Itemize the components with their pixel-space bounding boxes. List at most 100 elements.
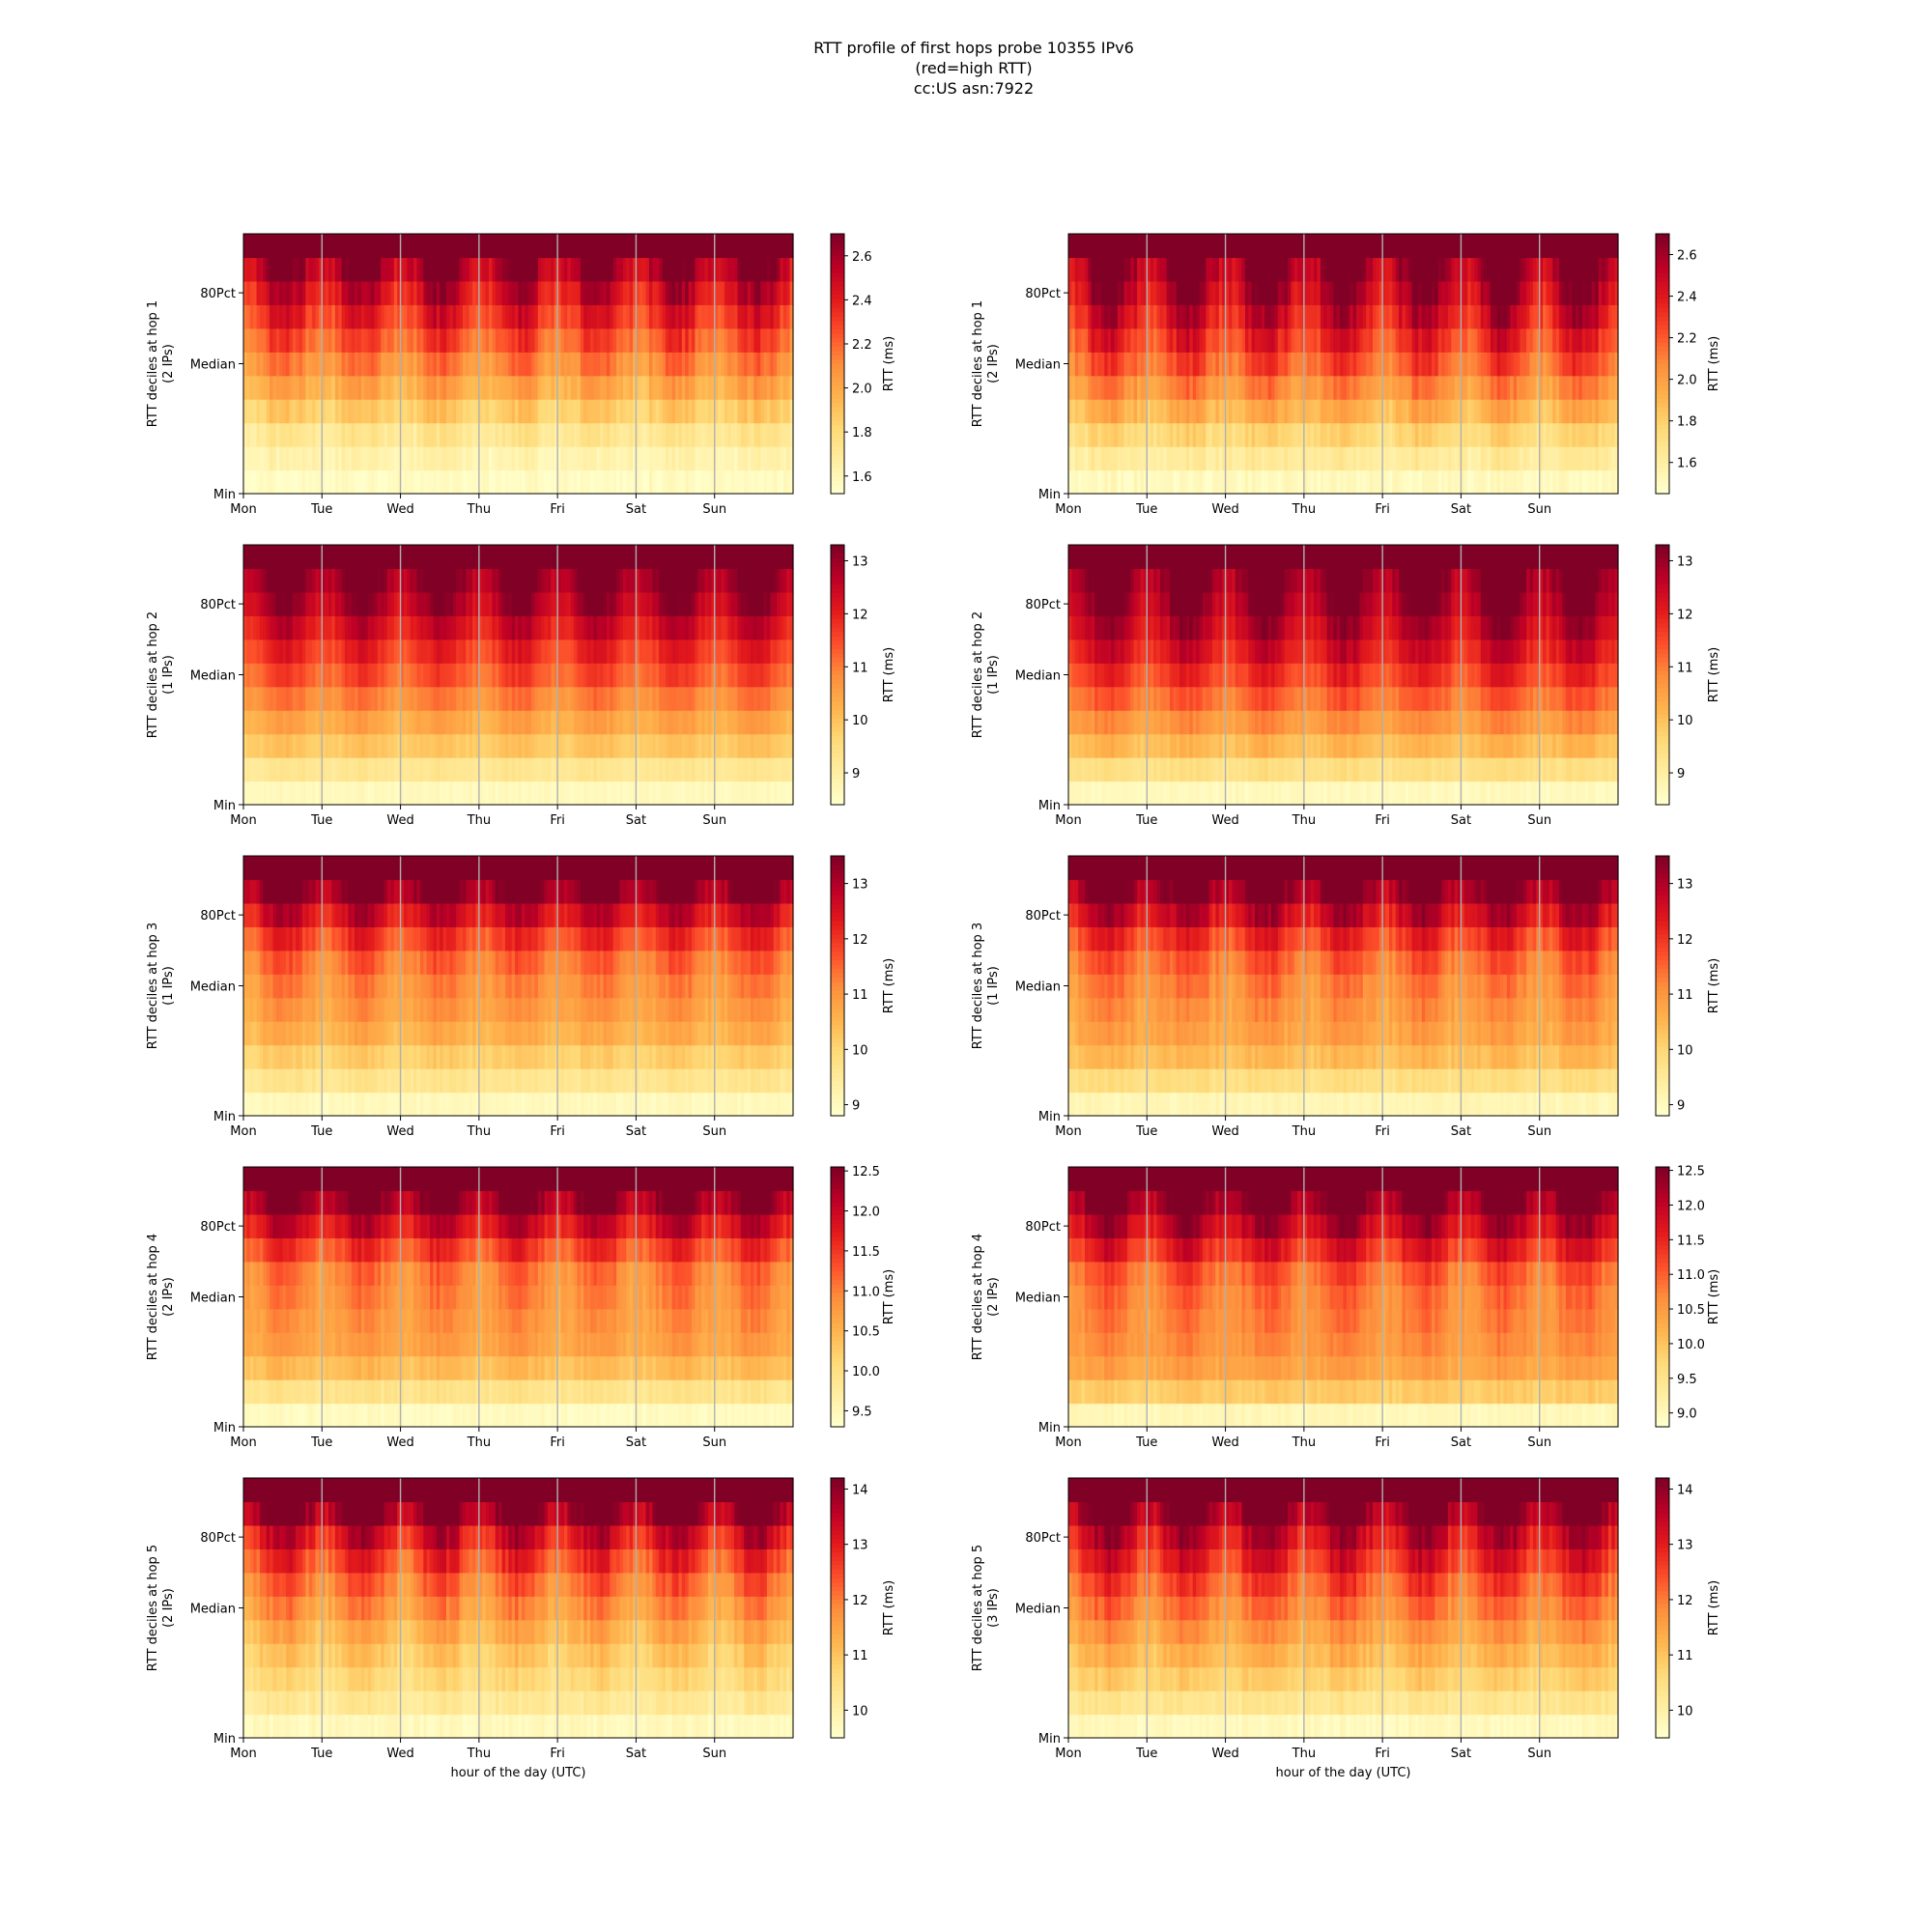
colorbar-segment [1656,368,1669,373]
colorbar-segment [1656,464,1669,469]
colorbar-segment [1656,277,1669,282]
colorbar-segment [831,468,844,472]
colorbar-segment [831,351,844,355]
colorbar-segment [831,260,844,265]
colorbar-segment [1656,468,1669,472]
colorbar-segment [1656,398,1669,403]
colorbar-segment [1656,329,1669,334]
heatmap-cells [1068,234,1619,495]
colorbar-segment [831,381,844,385]
colorbar-segment [831,450,844,455]
colorbar-segment [1656,269,1669,273]
colorbar-segment [1656,307,1669,312]
colorbar-segment [831,286,844,291]
colorbar-segment [831,255,844,260]
colorbar-segment [831,312,844,317]
colorbar-segment [1656,321,1669,326]
colorbar-segment [1656,238,1669,242]
colorbar-segment [831,485,844,490]
colorbar-segment [831,246,844,251]
colorbar-segment [1656,372,1669,377]
y-tick-label: 80Pct [1025,287,1061,301]
colorbar-label: RTT (ms) [882,336,896,391]
colorbar-segment [1656,281,1669,286]
colorbar-tick-label: 1.8 [852,426,872,440]
colorbar-segment [1656,438,1669,442]
colorbar-segment [1656,286,1669,291]
colorbar-segment [1656,407,1669,412]
colorbar-segment [831,377,844,382]
colorbar-segment [1656,251,1669,256]
x-tick-label: Wed [386,502,413,517]
colorbar-segment [831,389,844,394]
colorbar-segment [1656,455,1669,460]
x-tick-label: Sun [702,502,726,517]
colorbar-segment [1656,303,1669,308]
colorbar-segment [831,398,844,403]
y-tick-label: Min [1038,488,1061,502]
colorbar-segment [1656,389,1669,394]
colorbar-segment [831,407,844,412]
colorbar-segment [831,438,844,442]
x-tick-label: Sat [626,502,646,517]
colorbar-segment [1656,441,1669,446]
colorbar-segment [831,269,844,273]
colorbar-segment [831,455,844,460]
colorbar-segment [831,472,844,477]
colorbar-segment [831,342,844,347]
colorbar-segment [1656,446,1669,451]
colorbar-segment [831,359,844,364]
colorbar-tick-label: 1.6 [1677,457,1697,471]
colorbar-segment [1656,338,1669,343]
colorbar-segment [831,295,844,299]
colorbar-tick-label: 2.6 [852,250,872,265]
heatmap-cells [243,234,794,495]
colorbar-segment [1656,255,1669,260]
colorbar-segment [831,412,844,416]
colorbar-segment [1656,364,1669,369]
colorbar-segment [831,242,844,247]
colorbar-segment [1656,381,1669,385]
colorbar-segment [831,316,844,321]
colorbar-segment [831,307,844,312]
x-tick-label: Sun [1527,502,1551,517]
colorbar-segment [831,264,844,269]
colorbar-segment [1656,359,1669,364]
colorbar-segment [831,476,844,481]
colorbar-segment [831,385,844,390]
colorbar-segment [1656,472,1669,477]
colorbar-segment [831,481,844,486]
colorbar-segment [1656,342,1669,347]
colorbar-segment [831,333,844,338]
colorbar-segment [1656,459,1669,464]
colorbar-segment [831,441,844,446]
colorbar-segment [831,338,844,343]
y-tick-label: Min [213,488,236,502]
colorbar-segment [1656,355,1669,360]
colorbar-segment [831,290,844,295]
x-tick-label: Tue [310,502,332,517]
x-tick-label: Tue [1135,502,1157,517]
y-tick-label: Median [1015,358,1061,373]
colorbar-segment [831,364,844,369]
colorbar-segment [1656,312,1669,317]
colorbar-segment [831,424,844,429]
colorbar-tick-label: 2.2 [852,338,872,353]
colorbar-segment [1656,403,1669,408]
colorbar-segment [831,321,844,326]
colorbar-segment [1656,325,1669,329]
colorbar-segment [1656,377,1669,382]
figure-title-line-2: (red=high RTT) [915,59,1032,77]
colorbar-segment [1656,234,1669,239]
y-tick-label: 80Pct [200,287,236,301]
x-tick-label: Thu [467,502,491,517]
x-tick-label: Fri [550,502,565,517]
colorbar-tick-label: 2.6 [1677,249,1697,264]
colorbar-segment [1656,424,1669,429]
x-tick-label: Fri [1375,502,1390,517]
colorbar-segment [1656,260,1669,265]
colorbar-segment [831,251,844,256]
